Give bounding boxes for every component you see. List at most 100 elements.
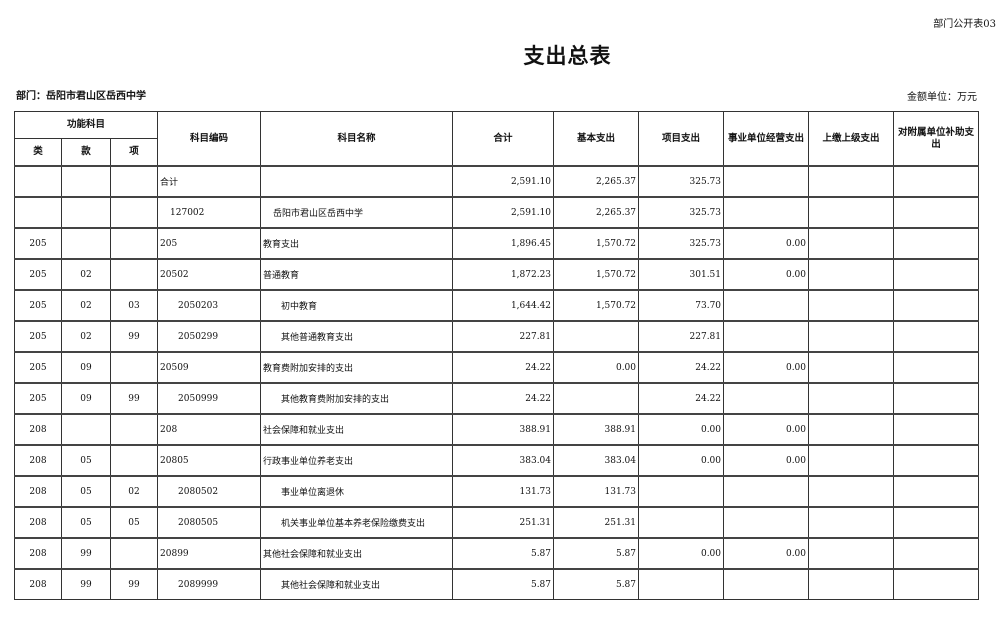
- cell-kuan: 05: [61, 506, 111, 539]
- cell-total: 2,591.10: [452, 196, 555, 229]
- cell-subsidy: [893, 568, 980, 600]
- cell-total: 5.87: [452, 568, 555, 600]
- cell-business: 0.00: [723, 413, 810, 446]
- cell-code: 2050203: [157, 289, 262, 322]
- cell-subsidy: [893, 475, 980, 508]
- cell-project: 24.22: [638, 351, 725, 384]
- cell-subsidy: [893, 258, 980, 291]
- cell-upper: [808, 165, 895, 198]
- department-label: 部门：岳阳市君山区岳西中学: [16, 91, 146, 102]
- cell-upper: [808, 537, 895, 570]
- cell-project: 0.00: [638, 537, 725, 570]
- cell-name: 机关事业单位基本养老保险缴费支出: [260, 506, 454, 539]
- header-project: 项目支出: [638, 111, 725, 167]
- header-function-subject: 功能科目: [13, 111, 159, 139]
- cell-total: 227.81: [452, 320, 555, 353]
- header-upper: 上缴上级支出: [808, 111, 895, 167]
- cell-xiang: [109, 537, 159, 570]
- cell-basic: [553, 382, 640, 415]
- header-xiang: 项: [109, 138, 159, 167]
- cell-basic: 2,265.37: [553, 196, 640, 229]
- cell-xiang: [109, 258, 159, 291]
- cell-name: 其他普通教育支出: [260, 320, 454, 353]
- table-row: 205 09 20509 教育费附加安排的支出 24.22 0.00 24.22 0.00: [14, 351, 980, 384]
- header-code: 科目编码: [157, 111, 262, 167]
- cell-project: 325.73: [638, 196, 725, 229]
- cell-kuan: 09: [61, 351, 111, 384]
- cell-project: 325.73: [638, 165, 725, 198]
- cell-xiang: [109, 165, 159, 198]
- cell-name: 初中教育: [260, 289, 454, 322]
- cell-total: 24.22: [452, 382, 555, 415]
- cell-lei: [14, 165, 62, 198]
- cell-xiang: 99: [109, 320, 159, 353]
- cell-name: 其他社会保障和就业支出: [260, 568, 454, 600]
- cell-subsidy: [893, 289, 980, 322]
- cell-code: 205: [157, 227, 262, 260]
- cell-code: 127002: [157, 196, 262, 229]
- cell-total: 388.91: [452, 413, 555, 446]
- header-basic: 基本支出: [553, 111, 640, 167]
- cell-code: 20509: [157, 351, 262, 384]
- cell-business: 0.00: [723, 537, 810, 570]
- page-title: 支出总表: [523, 44, 612, 68]
- cell-name: 教育费附加安排的支出: [260, 351, 454, 384]
- cell-lei: 208: [14, 444, 62, 477]
- cell-subsidy: [893, 413, 980, 446]
- cell-xiang: [109, 196, 159, 229]
- cell-lei: 205: [14, 351, 62, 384]
- cell-code: 2080502: [157, 475, 262, 508]
- table-row: 208 208 社会保障和就业支出 388.91 388.91 0.00 0.00: [14, 413, 980, 446]
- table-row: 208 05 05 2080505 机关事业单位基本养老保险缴费支出 251.31 251.…: [14, 506, 980, 539]
- cell-upper: [808, 258, 895, 291]
- cell-name: 其他社会保障和就业支出: [260, 537, 454, 570]
- cell-project: 24.22: [638, 382, 725, 415]
- cell-basic: 0.00: [553, 351, 640, 384]
- table-row: 127002 岳阳市君山区岳西中学 2,591.10 2,265.37 325.73: [14, 196, 980, 229]
- cell-code: 2050299: [157, 320, 262, 353]
- cell-basic: 1,570.72: [553, 289, 640, 322]
- form-number: 部门公开表03: [933, 19, 996, 30]
- cell-kuan: [61, 227, 111, 260]
- table-row: 208 99 20899 其他社会保障和就业支出 5.87 5.87 0.00 0.00: [14, 537, 980, 570]
- cell-business: [723, 320, 810, 353]
- cell-total: 2,591.10: [452, 165, 555, 198]
- expenditure-summary-table: 功能科目 科目编码 科目名称 合计 基本支出 项目支出 事业单位经营支出 上缴上…: [13, 111, 980, 600]
- table-row: 205 02 99 2050299 其他普通教育支出 227.81 227.81: [14, 320, 980, 353]
- cell-kuan: [61, 413, 111, 446]
- cell-project: [638, 475, 725, 508]
- cell-subsidy: [893, 506, 980, 539]
- cell-lei: 208: [14, 506, 62, 539]
- cell-basic: 2,265.37: [553, 165, 640, 198]
- cell-business: [723, 289, 810, 322]
- cell-lei: 208: [14, 475, 62, 508]
- cell-business: [723, 196, 810, 229]
- cell-name: 社会保障和就业支出: [260, 413, 454, 446]
- table-row: 208 99 99 2089999 其他社会保障和就业支出 5.87 5.87: [14, 568, 980, 600]
- cell-kuan: [61, 196, 111, 229]
- cell-upper: [808, 444, 895, 477]
- cell-basic: 5.87: [553, 537, 640, 570]
- cell-basic: 383.04: [553, 444, 640, 477]
- cell-xiang: 02: [109, 475, 159, 508]
- cell-basic: 251.31: [553, 506, 640, 539]
- cell-name: 行政事业单位养老支出: [260, 444, 454, 477]
- header-total: 合计: [452, 111, 555, 167]
- cell-lei: 208: [14, 413, 62, 446]
- header-name: 科目名称: [260, 111, 454, 167]
- cell-code: 20502: [157, 258, 262, 291]
- cell-basic: 388.91: [553, 413, 640, 446]
- cell-project: [638, 506, 725, 539]
- cell-subsidy: [893, 320, 980, 353]
- cell-business: 0.00: [723, 444, 810, 477]
- cell-upper: [808, 413, 895, 446]
- cell-business: [723, 568, 810, 600]
- cell-kuan: 05: [61, 444, 111, 477]
- cell-subsidy: [893, 165, 980, 198]
- cell-business: 0.00: [723, 351, 810, 384]
- table-row: 208 05 20805 行政事业单位养老支出 383.04 383.04 0.00 0.00: [14, 444, 980, 477]
- cell-upper: [808, 320, 895, 353]
- cell-total: 1,896.45: [452, 227, 555, 260]
- cell-lei: 208: [14, 537, 62, 570]
- cell-basic: 131.73: [553, 475, 640, 508]
